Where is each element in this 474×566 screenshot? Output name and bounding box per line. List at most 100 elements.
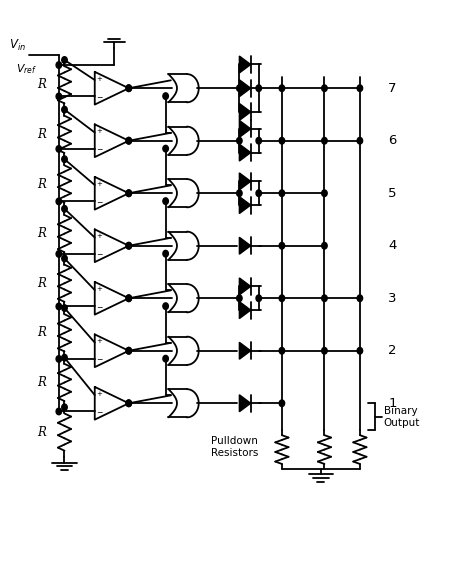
Circle shape [126,85,131,92]
Circle shape [322,242,327,249]
Text: $V_{in}$: $V_{in}$ [9,37,26,53]
Text: Binary
Output: Binary Output [383,406,420,427]
Circle shape [126,190,131,196]
Text: 7: 7 [388,82,397,95]
Circle shape [126,242,131,249]
Polygon shape [239,144,251,161]
Text: −: − [96,408,103,417]
Circle shape [237,190,242,196]
Polygon shape [239,237,251,254]
Circle shape [279,190,285,196]
Circle shape [163,303,168,310]
Polygon shape [239,80,251,97]
Circle shape [357,85,363,92]
Circle shape [56,145,62,152]
Circle shape [163,93,168,100]
Text: −: − [96,93,103,102]
Circle shape [322,138,327,144]
Circle shape [126,400,131,406]
Circle shape [256,295,262,302]
Circle shape [56,93,62,100]
Polygon shape [239,121,251,138]
Circle shape [126,242,131,249]
Text: R: R [37,277,46,290]
Circle shape [256,138,262,144]
Circle shape [56,251,62,257]
Text: +: + [97,233,102,239]
Polygon shape [239,56,251,73]
Text: 3: 3 [388,291,397,305]
Circle shape [62,255,67,261]
Circle shape [62,354,67,361]
Circle shape [56,62,62,68]
Circle shape [357,295,363,302]
Circle shape [279,400,285,406]
Text: R: R [37,426,46,439]
Circle shape [56,355,62,362]
Circle shape [62,404,67,410]
Text: 4: 4 [388,239,397,252]
Circle shape [126,138,131,144]
Text: R: R [37,178,46,191]
Circle shape [163,355,168,362]
Text: −: − [96,355,103,365]
Circle shape [279,85,285,92]
Circle shape [322,348,327,354]
Circle shape [62,305,67,311]
Text: −: − [96,198,103,207]
Circle shape [62,205,67,212]
Circle shape [237,138,242,144]
Circle shape [237,85,242,92]
Text: R: R [37,327,46,340]
Circle shape [56,198,62,205]
Text: +: + [97,128,102,134]
Text: R: R [37,376,46,389]
Polygon shape [239,196,251,213]
Circle shape [126,348,131,354]
Text: 5: 5 [388,187,397,200]
Polygon shape [239,104,251,121]
Circle shape [62,106,67,113]
Text: +: + [97,391,102,397]
Text: R: R [37,78,46,91]
Circle shape [256,190,262,196]
Text: 1: 1 [388,397,397,410]
Text: 2: 2 [388,344,397,357]
Circle shape [126,85,131,92]
Text: +: + [97,181,102,187]
Circle shape [237,295,242,302]
Circle shape [163,250,168,257]
Text: $V_{ref}$: $V_{ref}$ [16,62,37,76]
Polygon shape [239,173,251,190]
Text: R: R [37,227,46,240]
Text: +: + [97,286,102,292]
Circle shape [126,138,131,144]
Circle shape [163,198,168,204]
Text: −: − [96,251,103,260]
Circle shape [322,295,327,302]
Circle shape [357,348,363,354]
Polygon shape [239,302,251,319]
Circle shape [279,138,285,144]
Polygon shape [239,395,251,411]
Circle shape [126,348,131,354]
Circle shape [62,156,67,162]
Text: −: − [96,145,103,155]
Circle shape [322,190,327,196]
Polygon shape [239,342,251,359]
Text: +: + [97,338,102,345]
Circle shape [126,295,131,302]
Circle shape [56,408,62,415]
Text: +: + [97,76,102,82]
Circle shape [62,57,67,63]
Text: R: R [37,128,46,141]
Circle shape [126,295,131,302]
Circle shape [279,242,285,249]
Text: −: − [96,303,103,312]
Circle shape [279,348,285,354]
Circle shape [163,145,168,152]
Circle shape [322,85,327,92]
Circle shape [126,400,131,406]
Circle shape [357,138,363,144]
Text: Pulldown
Resistors: Pulldown Resistors [211,436,258,457]
